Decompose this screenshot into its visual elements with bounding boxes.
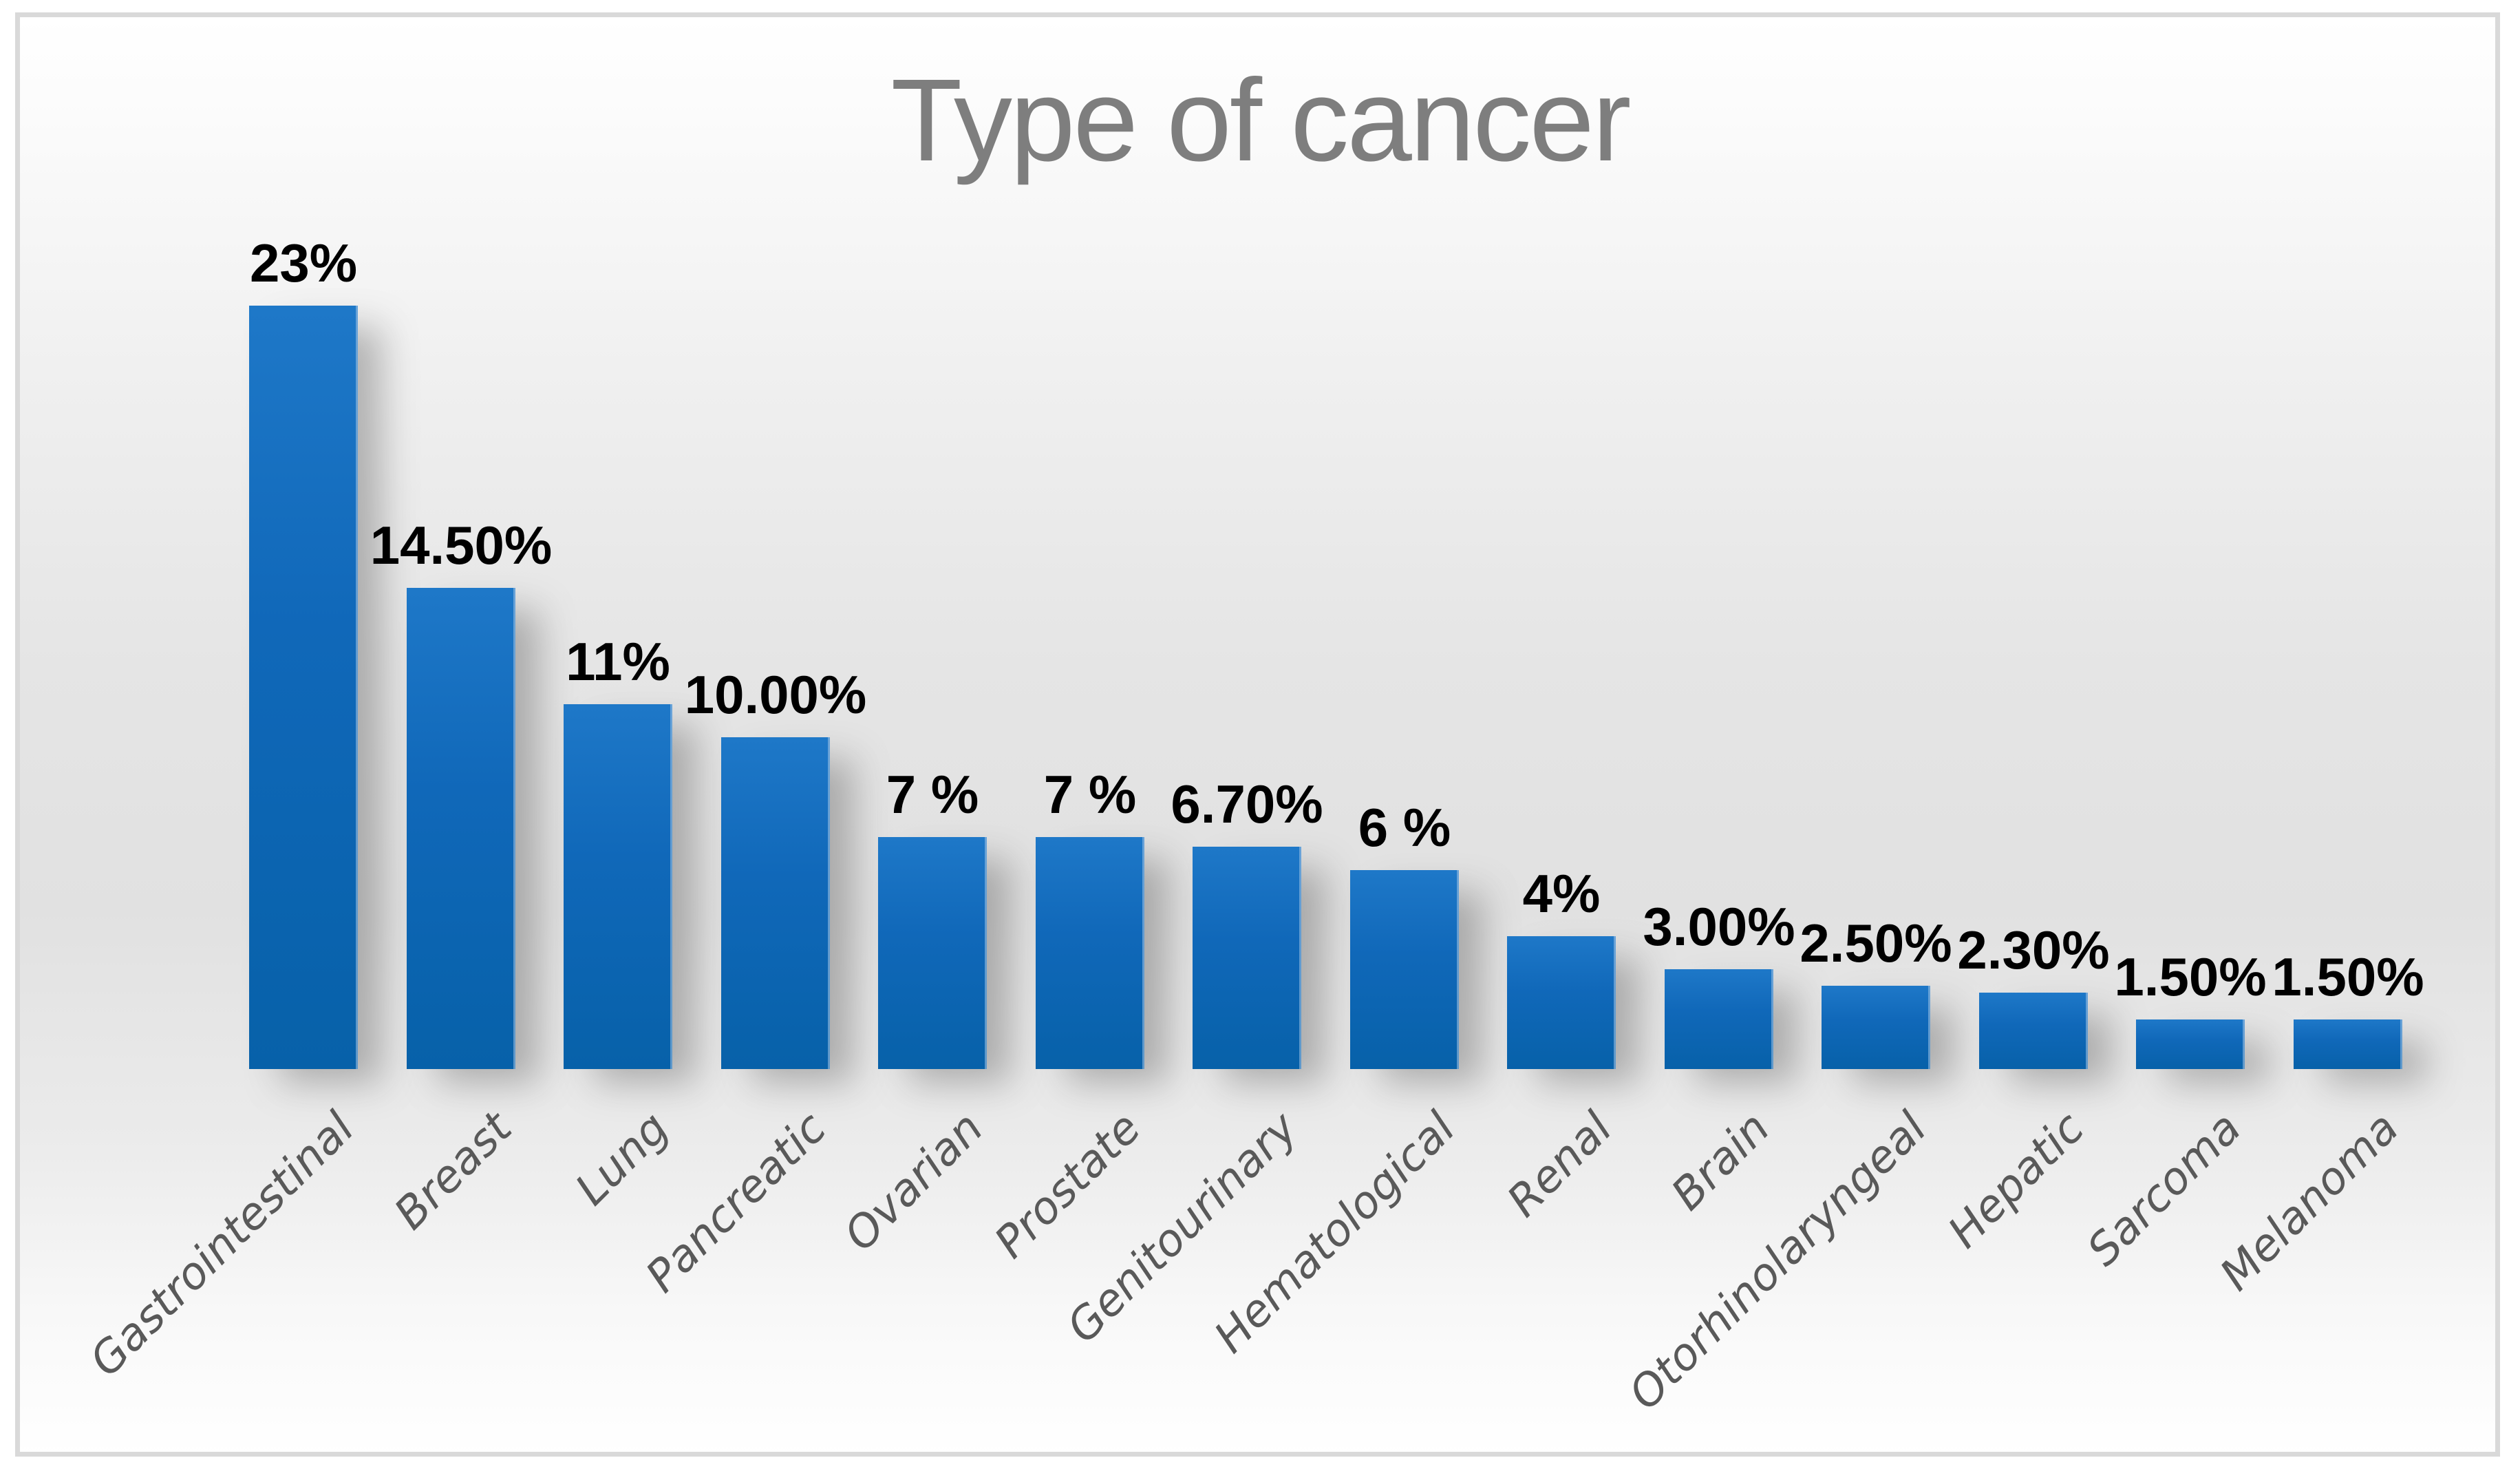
bar-value-label-gastrointestinal: 23%: [249, 233, 358, 293]
figure-border-frame: [15, 12, 2500, 1457]
bar-breast: [407, 588, 515, 1069]
bar-value-label-prostate: 7 %: [1043, 764, 1137, 825]
bar-sarcoma: [2136, 1019, 2245, 1069]
bar-value-label-ovarian: 7 %: [886, 764, 979, 825]
bar-hematological: [1350, 870, 1459, 1069]
bar-genitourinary: [1193, 847, 1301, 1069]
bar-value-label-pancreatic: 10.00%: [684, 664, 867, 725]
bar-value-label-breast: 14.50%: [370, 515, 553, 575]
bar-value-label-brain: 3.00%: [1643, 896, 1795, 957]
bar-value-label-otorhinolaryngeal: 2.50%: [1800, 913, 1952, 973]
bar-hepatic: [1979, 993, 2088, 1069]
bar-otorhinolaryngeal: [1822, 986, 1930, 1069]
bar-gastrointestinal: [249, 306, 358, 1069]
chart-title: Type of cancer: [890, 55, 1631, 186]
bar-value-label-renal: 4%: [1522, 863, 1601, 924]
bar-value-label-genitourinary: 6.70%: [1171, 774, 1323, 834]
bar-brain: [1665, 969, 1773, 1069]
bar-lung: [564, 704, 672, 1069]
category-label-breast: Breast: [385, 1102, 522, 1240]
bar-renal: [1507, 936, 1616, 1069]
bar-value-label-melanoma: 1.50%: [2272, 947, 2424, 1007]
bar-value-label-sarcoma: 1.50%: [2114, 947, 2267, 1007]
bar-melanoma: [2294, 1019, 2402, 1069]
bar-ovarian: [878, 837, 987, 1069]
bar-value-label-hepatic: 2.30%: [1957, 920, 2110, 980]
bar-prostate: [1036, 837, 1144, 1069]
bar-value-label-hematological: 6 %: [1358, 797, 1451, 858]
bar-value-label-lung: 11%: [566, 631, 670, 692]
bar-pancreatic: [721, 737, 830, 1069]
